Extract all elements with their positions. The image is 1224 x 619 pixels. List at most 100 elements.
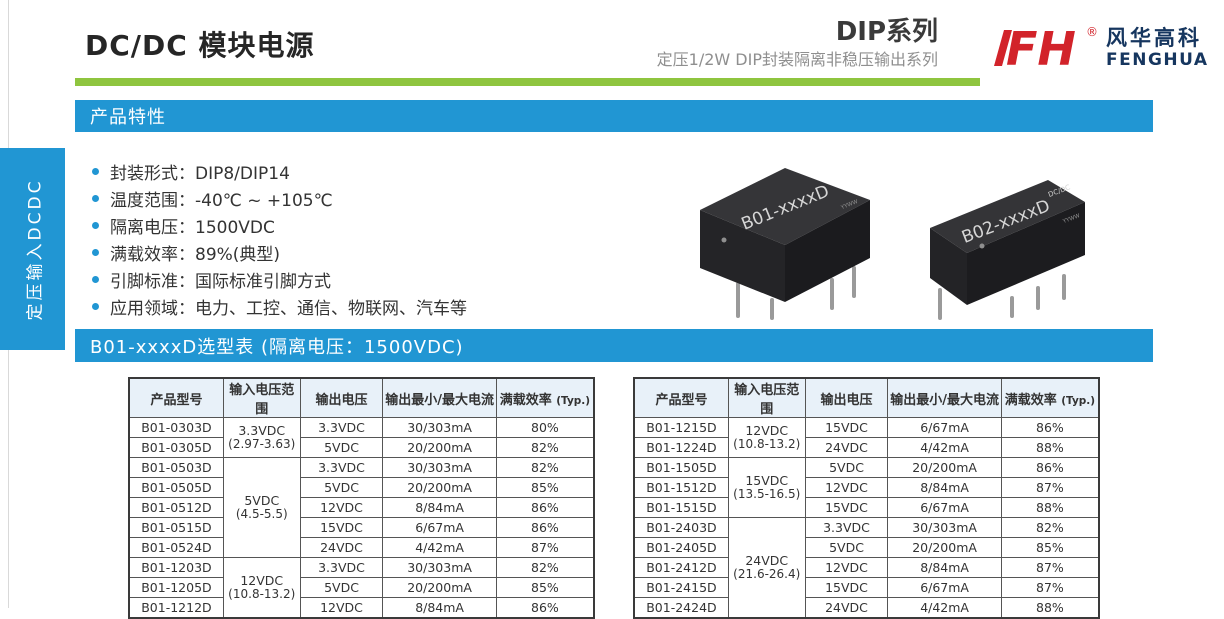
output-voltage-cell: 5VDC [299, 437, 384, 458]
efficiency-cell: 86% [1000, 457, 1100, 478]
feature-text: 温度范围：-40℃ ~ +105℃ [110, 191, 333, 211]
logo-name-cn: 风华高科 [1106, 25, 1202, 50]
table-row: B01-1505D 15VDC (13.5-16.5) 5VDC 20/200mA 86% [633, 457, 1100, 518]
feature-text: 满载效率：89%(典型) [110, 245, 281, 265]
svg-text:FH: FH [1006, 22, 1076, 74]
input-voltage: 5VDC [244, 493, 280, 509]
header-model: 产品型号 [633, 377, 729, 418]
input-voltage: 12VDC [240, 573, 284, 589]
model-cell: B01-2412D [633, 557, 729, 578]
efficiency-cell: 80% [495, 417, 595, 438]
output-current-cell: 6/67mA [887, 577, 1002, 598]
output-current-cell: 20/200mA [382, 437, 497, 458]
output-voltage-cell: 12VDC [804, 477, 889, 498]
section-bar-selection-table: B01-xxxxD选型表 (隔离电压：1500VDC) [75, 329, 1153, 362]
model-cell: B01-0512D [128, 497, 224, 518]
input-voltage-range: (21.6-26.4) [733, 566, 801, 581]
output-voltage-cell: 12VDC [299, 497, 384, 518]
table-row: B01-0305D 5VDC 20/200mA 82% [128, 437, 595, 458]
output-current-cell: 30/303mA [887, 517, 1002, 538]
bullet-icon [92, 222, 99, 229]
module-pin-icon [1062, 274, 1066, 300]
input-range-cell: 5VDC (4.5-5.5) [222, 457, 301, 558]
table-row: B01-1205D 5VDC 20/200mA 85% [128, 577, 595, 598]
module-pin-icon [852, 266, 856, 298]
feature-item: 隔离电压：1500VDC [92, 212, 467, 239]
output-voltage-cell: 24VDC [804, 437, 889, 458]
logo-name-en: FENGHUA [1106, 49, 1209, 70]
model-cell: B01-2405D [633, 537, 729, 558]
model-cell: B01-1215D [633, 417, 729, 438]
output-current-cell: 30/303mA [382, 557, 497, 578]
module-pin-icon [1010, 296, 1014, 318]
efficiency-cell: 82% [495, 457, 595, 478]
model-cell: B01-1203D [128, 557, 224, 578]
efficiency-cell: 82% [495, 557, 595, 578]
output-voltage-cell: 15VDC [804, 417, 889, 438]
header-output-voltage: 输出电压 [804, 377, 889, 418]
side-tab-fixed-input-dcdc: 定压输入DCDC [0, 148, 65, 350]
output-current-cell: 20/200mA [382, 577, 497, 598]
output-voltage-cell: 3.3VDC [299, 457, 384, 478]
section-bar-features: 产品特性 [75, 100, 1153, 132]
input-range-cell: 24VDC (21.6-26.4) [727, 517, 806, 619]
input-range-cell: 3.3VDC (2.97-3.63) [222, 417, 301, 458]
bullet-icon [92, 303, 99, 310]
output-current-cell: 4/42mA [887, 437, 1002, 458]
output-voltage-cell: 5VDC [804, 457, 889, 478]
output-voltage-cell: 3.3VDC [299, 557, 384, 578]
efficiency-cell: 85% [495, 477, 595, 498]
product-image-b02: B02-xxxxD DC/DC YYWW [930, 180, 1085, 320]
output-current-cell: 6/67mA [887, 497, 1002, 518]
input-voltage: 24VDC [745, 553, 789, 569]
output-current-cell: 20/200mA [887, 537, 1002, 558]
feature-list: 封装形式：DIP8/DIP14 温度范围：-40℃ ~ +105℃ 隔离电压：1… [92, 158, 467, 320]
module-pin-icon [938, 288, 942, 320]
product-image-b01: B01-xxxxD YYWW [700, 168, 870, 320]
model-cell: B01-0305D [128, 437, 224, 458]
efficiency-cell: 82% [1000, 517, 1100, 538]
bullet-icon [92, 195, 99, 202]
input-voltage: 12VDC [745, 423, 789, 439]
green-divider [75, 78, 980, 86]
table-row: B01-2403D 24VDC (21.6-26.4) 3.3VDC 30/303mA 8… [633, 517, 1100, 619]
series-name: DIP系列 [835, 17, 938, 47]
output-current-cell: 30/303mA [382, 457, 497, 478]
table-row: B01-0512D 12VDC 8/84mA 86% [128, 497, 595, 518]
module-pin-icon [770, 298, 774, 320]
model-cell: B01-1224D [633, 437, 729, 458]
selection-table-right: 产品型号 输入电压范围 输出电压 输出最小/最大电流 满载效率 (Typ.) B01-12… [633, 377, 1100, 619]
output-current-cell: 6/67mA [382, 517, 497, 538]
output-voltage-cell: 15VDC [299, 517, 384, 538]
input-voltage-range: (13.5-16.5) [733, 486, 801, 501]
series-subtitle: 定压1/2W DIP封装隔离非稳压输出系列 [656, 50, 938, 69]
table-row: B01-2405D 5VDC 20/200mA 85% [633, 537, 1100, 558]
table-row: B01-0505D 5VDC 20/200mA 85% [128, 477, 595, 498]
model-cell: B01-2415D [633, 577, 729, 598]
bullet-icon [92, 168, 99, 175]
output-voltage-cell: 24VDC [299, 537, 384, 558]
header-efficiency-typ: (Typ.) [1061, 394, 1096, 407]
fenghua-logo: FH ® 风华高科 FENGHUA [988, 22, 1209, 74]
efficiency-cell: 88% [1000, 497, 1100, 518]
output-voltage-cell: 5VDC [299, 577, 384, 598]
efficiency-cell: 87% [495, 537, 595, 558]
input-voltage-range: (10.8-13.2) [733, 436, 801, 451]
table-row: B01-1224D 24VDC 4/42mA 88% [633, 437, 1100, 458]
product-selection-table: 产品型号 输入电压范围 输出电压 输出最小/最大电流 满载效率 (Typ.) B01-03… [128, 377, 595, 619]
output-voltage-cell: 3.3VDC [299, 417, 384, 438]
input-range-cell: 12VDC (10.8-13.2) [222, 557, 301, 619]
header-input-range: 输入电压范围 [222, 377, 301, 418]
series-header: DIP系列 定压1/2W DIP封装隔离非稳压输出系列 [657, 16, 938, 71]
registered-mark-icon: ® [1086, 25, 1098, 39]
product-selection-table: 产品型号 输入电压范围 输出电压 输出最小/最大电流 满载效率 (Typ.) B01-12… [633, 377, 1100, 619]
model-cell: B01-1505D [633, 457, 729, 478]
header-row: 产品型号 输入电压范围 输出电压 输出最小/最大电流 满载效率 (Typ.) [128, 377, 595, 418]
header-output-current: 输出最小/最大电流 [382, 377, 497, 418]
output-current-cell: 4/42mA [382, 537, 497, 558]
efficiency-cell: 87% [1000, 577, 1100, 598]
module-pin-icon [830, 278, 834, 310]
model-cell: B01-1512D [633, 477, 729, 498]
efficiency-cell: 82% [495, 437, 595, 458]
feature-text: 引脚标准：国际标准引脚方式 [110, 272, 331, 292]
